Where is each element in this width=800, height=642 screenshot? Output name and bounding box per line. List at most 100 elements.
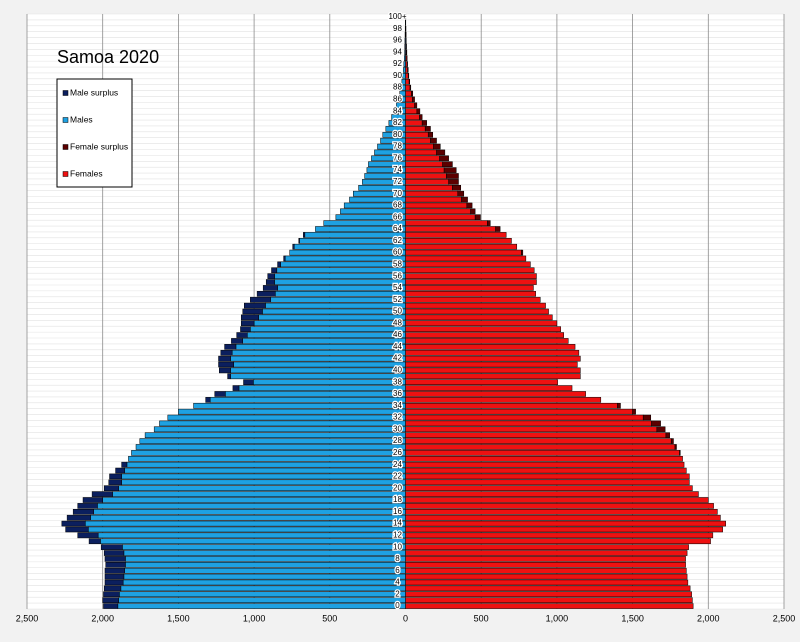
bar [474, 214, 481, 221]
bar [405, 385, 573, 391]
x-tick-label: 500 [474, 613, 489, 623]
y-tick-label: 92 [393, 59, 402, 68]
bar [405, 238, 512, 244]
bar [457, 190, 465, 197]
y-tick-label: 90 [393, 71, 402, 80]
y-tick-label: 56 [393, 271, 402, 280]
bar [193, 402, 406, 409]
bar [109, 473, 122, 480]
bar [128, 455, 406, 462]
bar [102, 597, 119, 603]
x-tick-label: 500 [322, 613, 337, 623]
bar [665, 432, 670, 439]
bar [405, 131, 429, 138]
bar [405, 579, 689, 586]
bar [405, 326, 561, 332]
bar [218, 355, 231, 362]
bar [385, 126, 406, 132]
bar [353, 190, 406, 197]
bar [123, 573, 406, 580]
bar [632, 408, 636, 415]
bar [121, 479, 406, 486]
bar [405, 120, 423, 126]
bar [262, 285, 278, 291]
bar [277, 261, 281, 268]
bar [231, 349, 406, 356]
x-tick-label: 2,000 [91, 613, 114, 623]
bar [405, 438, 672, 444]
bar [405, 90, 412, 97]
bar [452, 184, 462, 191]
bar [405, 255, 527, 262]
bar [91, 491, 113, 497]
bar [224, 344, 237, 350]
y-tick-label: 94 [393, 47, 402, 56]
bar [366, 167, 406, 173]
bar [436, 149, 446, 156]
bar [123, 550, 406, 556]
bar [407, 73, 410, 79]
bar [377, 143, 406, 150]
bar [100, 538, 406, 545]
bar [405, 355, 581, 362]
bar [405, 585, 691, 592]
bar [371, 155, 406, 162]
bar [219, 367, 231, 374]
bar [405, 538, 711, 545]
chart-title: Samoa 2020 [57, 47, 159, 67]
x-tick-label: 2,000 [697, 613, 720, 623]
x-tick-label: 2,500 [773, 613, 796, 623]
bar [104, 567, 125, 574]
bar [405, 208, 471, 215]
bar [124, 467, 406, 474]
bar [405, 367, 581, 374]
bar [231, 338, 243, 344]
bar [656, 426, 666, 433]
bar [250, 296, 272, 303]
x-tick-label: 1,000 [546, 613, 569, 623]
bar [405, 202, 468, 209]
bar [108, 479, 122, 486]
bar [409, 84, 412, 91]
x-tick-label: 2,500 [16, 613, 39, 623]
y-tick-label: 78 [393, 142, 402, 151]
bar [267, 273, 275, 279]
bar [72, 509, 94, 515]
bar [412, 96, 415, 103]
bar [421, 120, 427, 126]
bar [433, 143, 441, 150]
y-tick-label: 28 [393, 436, 402, 445]
y-tick-label: 48 [393, 318, 402, 327]
y-tick-label: 14 [393, 519, 402, 528]
bar [405, 526, 723, 533]
bar [411, 90, 414, 97]
bar [405, 149, 437, 156]
bar [139, 438, 406, 444]
y-tick-label: 64 [393, 224, 402, 233]
bar [405, 73, 409, 79]
bar [374, 149, 406, 156]
bar [405, 373, 581, 380]
x-tick-label: 1,500 [621, 613, 644, 623]
bar [405, 597, 693, 603]
bar [427, 131, 434, 138]
bar [112, 491, 406, 497]
y-tick-label: 72 [393, 177, 402, 186]
bar [405, 497, 709, 503]
bar [405, 485, 693, 492]
y-tick-label: 100+ [388, 12, 406, 21]
bar [293, 243, 406, 250]
bar [144, 432, 406, 439]
bar [405, 285, 534, 291]
bar [103, 485, 119, 492]
y-tick-label: 18 [393, 495, 402, 504]
y-tick-label: 58 [393, 259, 402, 268]
bar [461, 196, 468, 203]
bar [405, 479, 690, 486]
bar [679, 450, 681, 456]
bar [466, 202, 473, 209]
y-tick-label: 86 [393, 95, 402, 104]
bar [670, 438, 674, 444]
bar [232, 385, 240, 391]
